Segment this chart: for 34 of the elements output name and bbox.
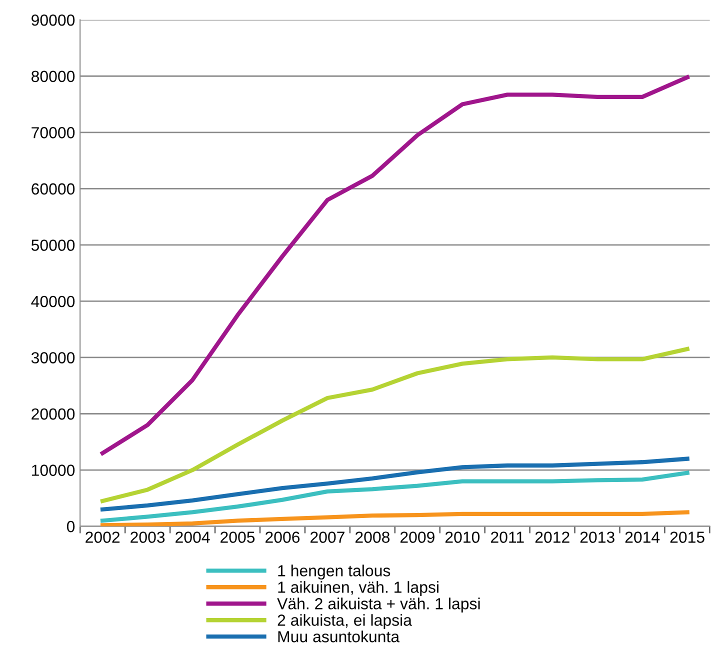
y-tick-label: 60000 <box>32 183 75 195</box>
line-series <box>100 470 690 523</box>
line-series <box>100 510 690 526</box>
y-tick-label: 10000 <box>32 464 75 476</box>
y-tick-label: 40000 <box>31 296 75 308</box>
x-tick-label: 2015 <box>670 532 704 543</box>
legend-label: 2 aikuista, ei lapsia <box>278 614 412 630</box>
x-tick-label: 2013 <box>580 532 614 543</box>
line-series <box>100 346 690 504</box>
x-tick-label: 2007 <box>310 532 344 543</box>
legend-label: Muu asuntokunta <box>278 630 400 642</box>
x-tick-label: 2009 <box>400 532 434 543</box>
y-tick-label: 0 <box>66 520 75 532</box>
y-tick-label: 70000 <box>32 127 75 138</box>
y-tick-label: 90000 <box>32 14 75 26</box>
legend-label: Väh. 2 aikuista + väh. 1 lapsi <box>277 598 480 613</box>
y-tick-label: 30000 <box>31 352 75 364</box>
x-tick-label: 2014 <box>625 532 660 543</box>
line-series <box>100 75 690 456</box>
x-tick-label: 2006 <box>266 532 300 543</box>
y-tick-label: 20000 <box>32 408 75 420</box>
line-series <box>100 456 690 512</box>
x-tick-label: 2004 <box>176 532 210 543</box>
x-tick-label: 2005 <box>220 532 255 543</box>
x-tick-label: 2008 <box>355 532 390 543</box>
x-tick-label: 2003 <box>130 532 165 543</box>
legend-label: 1 hengen talous <box>278 564 390 580</box>
x-tick-label: 2002 <box>86 532 120 543</box>
y-tick-label: 80000 <box>32 70 75 82</box>
legend-label: 1 aikuinen, väh. 1 lapsi <box>278 581 438 596</box>
y-tick-label: 50000 <box>31 240 75 251</box>
x-tick-label: 2011 <box>491 532 524 543</box>
x-tick-label: 2012 <box>535 532 570 543</box>
x-tick-label: 2010 <box>445 532 480 543</box>
